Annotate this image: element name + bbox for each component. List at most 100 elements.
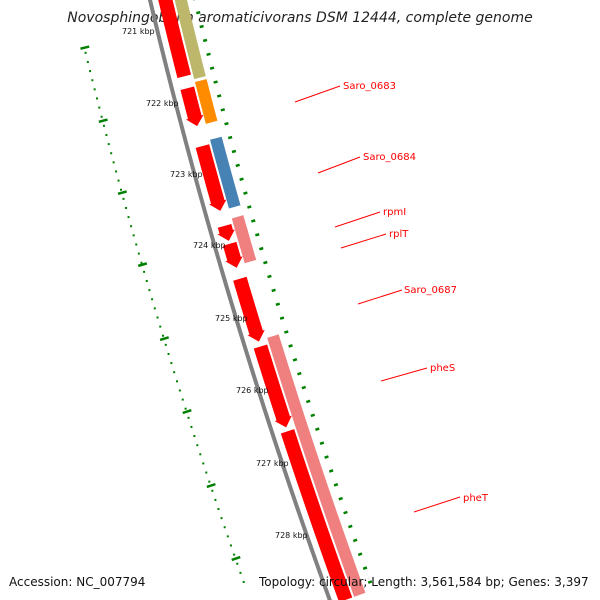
- outer-dot: [227, 135, 233, 140]
- gene-rplt[interactable]: [235, 228, 257, 264]
- gene-label-saro-0684[interactable]: Saro_0684: [363, 152, 416, 163]
- feature-track: [172, 0, 366, 597]
- label-leader: [380, 367, 428, 382]
- ruler-dot: [143, 270, 146, 273]
- gene-label-rplt[interactable]: rplT: [389, 229, 409, 240]
- outer-dot: [301, 385, 307, 390]
- ruler-dot: [117, 179, 120, 182]
- ruler-labels: 721 kbp 722 kbp 723 kbp 724 kbp 725 kbp …: [122, 27, 308, 540]
- ruler-label-724: 724 kbp: [193, 241, 226, 250]
- ruler-tick: [80, 45, 90, 50]
- label-leader: [413, 496, 461, 513]
- cds-feature[interactable]: [253, 344, 292, 428]
- label-leader: [357, 289, 403, 305]
- outer-dot-track: [193, 0, 373, 584]
- outer-dot: [315, 427, 320, 432]
- ruler-dot: [107, 143, 110, 146]
- cds-feature[interactable]: [233, 276, 265, 342]
- ruler-dot: [156, 316, 159, 319]
- ruler-dot: [153, 307, 156, 310]
- ruler-dot: [199, 453, 202, 456]
- gene-label-saro-0683[interactable]: Saro_0683: [343, 81, 396, 92]
- ruler-dot: [112, 161, 115, 164]
- outer-dot: [348, 524, 353, 529]
- gene-saro-0684[interactable]: [210, 136, 241, 209]
- ruler-dot: [176, 380, 179, 383]
- cds-feature[interactable]: [180, 86, 204, 127]
- ruler-dot: [130, 225, 133, 228]
- cds-feature[interactable]: [222, 241, 243, 268]
- ruler-dot: [239, 571, 242, 574]
- outer-dot: [199, 24, 204, 29]
- ruler-dot: [170, 362, 173, 365]
- olive-feature[interactable]: [172, 0, 206, 80]
- ruler-dot: [89, 70, 92, 73]
- label-leader: [317, 156, 361, 174]
- outer-dot: [267, 274, 272, 279]
- ruler-dot: [214, 498, 217, 501]
- ruler-dot: [91, 79, 94, 82]
- outer-dot: [259, 246, 264, 251]
- ruler-dot: [226, 535, 229, 538]
- gene-label-texts: Saro_0683 Saro_0684 rpmI rplT Saro_0687 …: [343, 81, 489, 504]
- ruler-dot: [181, 398, 184, 401]
- outer-dot: [310, 413, 316, 418]
- outer-dot: [224, 121, 229, 126]
- ruler-dot: [205, 471, 208, 474]
- ruler-dot: [95, 97, 98, 100]
- ruler-label-721: 721 kbp: [122, 27, 155, 36]
- ruler-dot: [217, 508, 220, 511]
- ruler-dot: [122, 197, 125, 200]
- gene-label-phes[interactable]: pheS: [430, 363, 455, 374]
- ruler-dot-track: [84, 51, 245, 583]
- gene-label-rpmi[interactable]: rpmI: [383, 207, 406, 218]
- cds-feature[interactable]: [195, 144, 227, 211]
- ruler-dot: [173, 371, 176, 374]
- cds-feature[interactable]: [157, 0, 191, 79]
- outer-dot: [231, 149, 237, 154]
- gene-label-saro-0687[interactable]: Saro_0687: [404, 285, 457, 296]
- ruler-dot: [167, 352, 170, 355]
- ruler-tick: [159, 336, 170, 342]
- outer-dot: [279, 316, 285, 320]
- ruler-dot: [120, 188, 123, 191]
- outer-dot: [196, 10, 201, 15]
- ruler-dot: [132, 234, 135, 237]
- outer-dot: [352, 538, 358, 543]
- gene-phes-phet[interactable]: [267, 334, 366, 597]
- ruler-dot: [233, 553, 236, 556]
- ruler-dot: [125, 206, 128, 209]
- ruler-dot: [229, 544, 232, 547]
- ruler-dot: [196, 444, 199, 447]
- ruler-dot: [105, 133, 108, 136]
- ruler-dot: [164, 343, 167, 346]
- outer-dot: [292, 357, 298, 362]
- gene-saro-0683[interactable]: [194, 79, 218, 124]
- gene-label-phet[interactable]: pheT: [463, 493, 489, 504]
- ruler-dot: [100, 115, 103, 118]
- ruler-dot: [202, 462, 205, 465]
- outer-dot: [235, 163, 240, 168]
- ruler-label-725: 725 kbp: [215, 314, 248, 323]
- outer-dot: [250, 219, 256, 223]
- outer-dot: [284, 330, 289, 334]
- ruler-tick: [117, 190, 127, 196]
- ruler-dot: [184, 407, 187, 410]
- cds-track: [157, 0, 353, 600]
- outer-dot: [367, 580, 373, 584]
- ruler-dot: [145, 279, 148, 282]
- cds-feature[interactable]: [280, 429, 353, 600]
- outer-dot: [220, 108, 226, 112]
- label-leader: [294, 85, 341, 103]
- ruler-label-727: 727 kbp: [256, 459, 289, 468]
- outer-dot: [206, 52, 211, 56]
- cds-feature[interactable]: [217, 223, 235, 241]
- outer-dot: [275, 302, 281, 307]
- topology-text: Topology: circular; Length: 3,561,584 bp…: [259, 575, 589, 589]
- ruler-dot: [211, 489, 214, 492]
- outer-dot: [288, 344, 293, 348]
- ruler-dot: [115, 170, 118, 173]
- ruler-major-ticks: [80, 45, 241, 562]
- ruler-label-722: 722 kbp: [146, 99, 179, 108]
- ruler-dot: [127, 216, 130, 219]
